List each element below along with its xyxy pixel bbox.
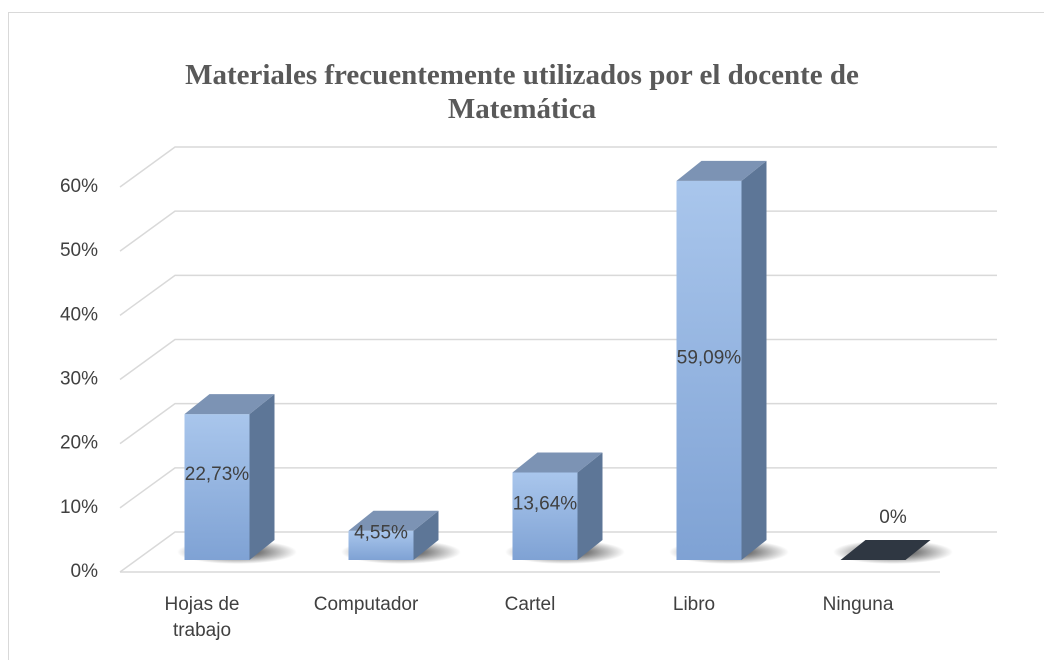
x-tick-label: Libro: [672, 594, 716, 615]
value-label: 13,64%: [513, 493, 578, 514]
y-tick-label: 60%: [60, 176, 98, 197]
grid-line: [119, 146, 997, 188]
bar-front: [676, 180, 742, 560]
y-tick-label: 40%: [60, 304, 98, 325]
bar: [512, 452, 603, 560]
bar-top: [676, 160, 767, 181]
grid-line: [119, 210, 997, 252]
x-tick-label: Cartel: [504, 594, 556, 615]
grid-line: [119, 338, 997, 381]
bar-front: [512, 472, 578, 560]
bar: [348, 510, 439, 560]
chart-title: Materiales frecuentemente utilizados por…: [185, 59, 859, 125]
bar-side: [741, 160, 767, 560]
y-tick-label: 50%: [60, 240, 98, 261]
bar-front: [348, 530, 414, 560]
bar-top: [184, 394, 275, 415]
y-tick-label: 30%: [60, 369, 98, 390]
y-tick-label: 0%: [71, 561, 99, 582]
x-tick-label: Ninguna: [822, 594, 894, 615]
bar-side: [249, 394, 275, 560]
x-tick-label: Hojas de trabajo: [164, 594, 240, 641]
bar: [184, 394, 275, 560]
value-label: 0%: [879, 507, 907, 528]
bar: [676, 160, 767, 560]
bar-top: [840, 540, 931, 560]
bar: [840, 540, 931, 560]
bar-top: [512, 452, 603, 473]
grid-line: [119, 274, 997, 316]
y-tick-label: 10%: [60, 497, 98, 518]
x-tick-label: Computador: [313, 594, 419, 615]
bar-side: [413, 510, 439, 560]
bar-side: [577, 452, 603, 560]
bar-front: [184, 414, 250, 560]
chart-border: [8, 12, 1044, 660]
value-label: 22,73%: [185, 464, 250, 485]
y-tick-label: 20%: [60, 433, 98, 454]
value-label: 59,09%: [677, 347, 742, 368]
value-label: 4,55%: [354, 522, 408, 543]
bar-top: [348, 510, 439, 531]
